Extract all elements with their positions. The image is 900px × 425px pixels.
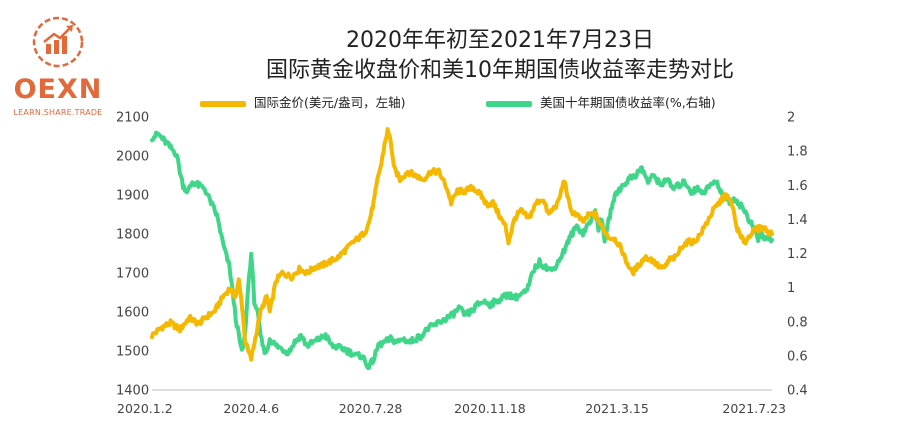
right-tick-label: 0.8 xyxy=(787,315,808,330)
right-tick-label: 2 xyxy=(787,111,795,126)
brand-logo: OEXN LEARN.SHARE.TRADE xyxy=(8,12,108,117)
right-tick-label: 0.6 xyxy=(787,349,808,364)
legend-swatch-yield xyxy=(486,100,532,107)
left-tick-label: 1600 xyxy=(116,306,149,321)
left-tick-label: 1500 xyxy=(116,345,149,360)
right-tick-label: 1.8 xyxy=(787,145,808,160)
right-tick-label: 1.6 xyxy=(787,179,808,194)
x-tick-label: 2021.7.23 xyxy=(722,401,786,416)
legend-label-gold: 国际金价(美元/盎司，左轴) xyxy=(254,95,406,110)
right-tick-label: 1.4 xyxy=(787,213,808,228)
left-tick-label: 2100 xyxy=(116,111,149,126)
left-tick-label: 1900 xyxy=(116,189,149,204)
series-line-gold xyxy=(150,127,774,362)
legend-label-yield: 美国十年期国债收益率(%,右轴) xyxy=(540,95,716,110)
left-tick-label: 1800 xyxy=(116,228,149,243)
chart-title-line1: 2020年年初至2021年7月23日 xyxy=(346,28,654,53)
series-line-yield xyxy=(150,130,774,371)
x-tick-label: 2020.11.18 xyxy=(454,401,526,416)
right-tick-label: 0.4 xyxy=(787,384,808,399)
brand-tagline: LEARN.SHARE.TRADE xyxy=(13,108,103,117)
legend-item-yield: 美国十年期国债收益率(%,右轴) xyxy=(486,92,716,111)
x-tick-label: 2020.1.2 xyxy=(117,401,173,416)
brand-name: OEXN xyxy=(13,74,103,105)
left-tick-label: 1400 xyxy=(116,384,149,399)
x-tick-label: 2020.4.6 xyxy=(223,401,279,416)
chart-title-line2: 国际黄金收盘价和美10年期国债收益率走势对比 xyxy=(266,58,734,83)
legend-swatch-gold xyxy=(200,100,246,107)
x-tick-label: 2020.7.28 xyxy=(339,401,403,416)
legend-item-gold: 国际金价(美元/盎司，左轴) xyxy=(200,92,405,111)
left-tick-label: 1700 xyxy=(116,267,149,282)
right-tick-label: 1 xyxy=(787,281,795,296)
x-tick-label: 2021.3.15 xyxy=(585,401,649,416)
growth-chart-icon xyxy=(32,16,84,68)
left-tick-label: 2000 xyxy=(116,150,149,165)
right-tick-label: 1.2 xyxy=(787,247,808,262)
